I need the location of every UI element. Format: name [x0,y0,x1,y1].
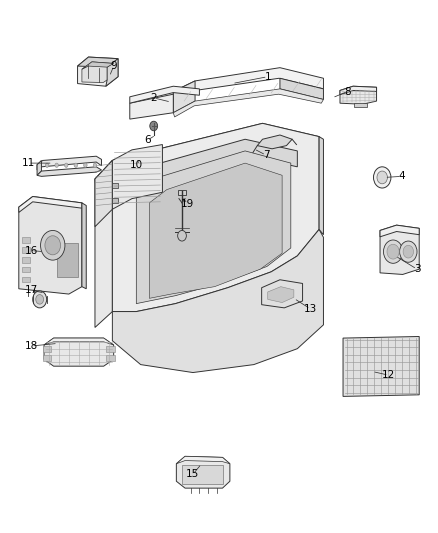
Polygon shape [113,198,118,203]
Polygon shape [43,354,51,361]
Polygon shape [82,62,114,69]
Polygon shape [37,160,42,175]
Circle shape [41,230,65,260]
Text: 16: 16 [25,246,38,256]
Polygon shape [43,345,51,352]
Text: 10: 10 [130,160,143,169]
Circle shape [33,291,47,308]
Circle shape [399,241,417,262]
Polygon shape [268,287,294,303]
Polygon shape [78,57,118,67]
Polygon shape [340,86,377,104]
Text: 6: 6 [144,135,151,146]
Polygon shape [95,123,319,191]
Text: 7: 7 [263,150,269,160]
Polygon shape [113,183,118,188]
Circle shape [93,163,97,167]
Polygon shape [78,57,118,86]
Polygon shape [173,89,323,117]
Text: 3: 3 [414,264,420,274]
Polygon shape [22,237,30,243]
Circle shape [374,167,391,188]
Polygon shape [95,160,113,327]
Polygon shape [343,336,419,397]
Text: 2: 2 [150,93,157,103]
Polygon shape [380,225,419,237]
Polygon shape [22,267,30,272]
Polygon shape [257,135,292,149]
Circle shape [46,163,49,167]
Polygon shape [177,456,230,464]
Polygon shape [44,338,114,345]
Circle shape [74,163,78,167]
Polygon shape [130,86,199,103]
Polygon shape [106,345,115,352]
Polygon shape [149,163,282,298]
Polygon shape [340,86,377,95]
Circle shape [36,295,44,304]
Circle shape [150,121,158,131]
Circle shape [178,230,186,241]
Text: 1: 1 [265,71,271,82]
Polygon shape [354,103,367,108]
Polygon shape [37,167,102,176]
Polygon shape [19,197,82,213]
Polygon shape [57,243,78,277]
Circle shape [403,245,413,258]
Text: 18: 18 [25,341,38,351]
Polygon shape [132,139,297,187]
Polygon shape [136,151,291,304]
Text: 9: 9 [110,61,117,71]
Polygon shape [178,190,186,195]
Polygon shape [113,229,323,373]
Circle shape [84,163,87,167]
Polygon shape [22,257,30,263]
Text: 4: 4 [399,172,405,181]
Text: 8: 8 [344,86,351,96]
Polygon shape [113,123,319,312]
Text: 12: 12 [382,370,396,380]
Circle shape [55,163,58,167]
Polygon shape [106,354,115,361]
Text: 13: 13 [304,304,317,314]
Polygon shape [37,156,102,170]
Polygon shape [173,81,195,113]
Text: 17: 17 [25,285,38,295]
Circle shape [45,236,60,255]
Circle shape [384,240,403,263]
Circle shape [377,171,388,184]
Circle shape [64,163,68,167]
Polygon shape [182,465,223,484]
Polygon shape [261,280,303,308]
Text: 11: 11 [22,158,35,168]
Polygon shape [82,203,86,289]
Polygon shape [130,94,173,119]
Polygon shape [173,68,323,102]
Polygon shape [22,277,30,282]
Polygon shape [113,144,162,209]
Circle shape [387,244,399,259]
Polygon shape [95,160,113,227]
Polygon shape [319,136,323,235]
Text: 19: 19 [181,199,194,209]
Polygon shape [380,225,419,274]
Polygon shape [280,78,323,100]
Polygon shape [177,456,230,488]
Polygon shape [22,247,30,253]
Polygon shape [44,338,114,366]
Text: 15: 15 [186,470,200,479]
Polygon shape [82,62,114,83]
Polygon shape [106,59,118,86]
Polygon shape [19,197,82,294]
